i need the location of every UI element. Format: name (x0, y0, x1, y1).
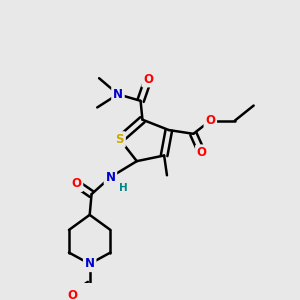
Text: O: O (143, 73, 153, 86)
Text: O: O (71, 177, 82, 190)
Text: N: N (85, 257, 95, 270)
Text: O: O (68, 290, 78, 300)
Text: O: O (197, 146, 207, 159)
Text: S: S (116, 133, 124, 146)
Text: N: N (105, 171, 116, 184)
Text: N: N (113, 88, 123, 101)
Text: O: O (205, 114, 215, 127)
Text: H: H (119, 184, 128, 194)
